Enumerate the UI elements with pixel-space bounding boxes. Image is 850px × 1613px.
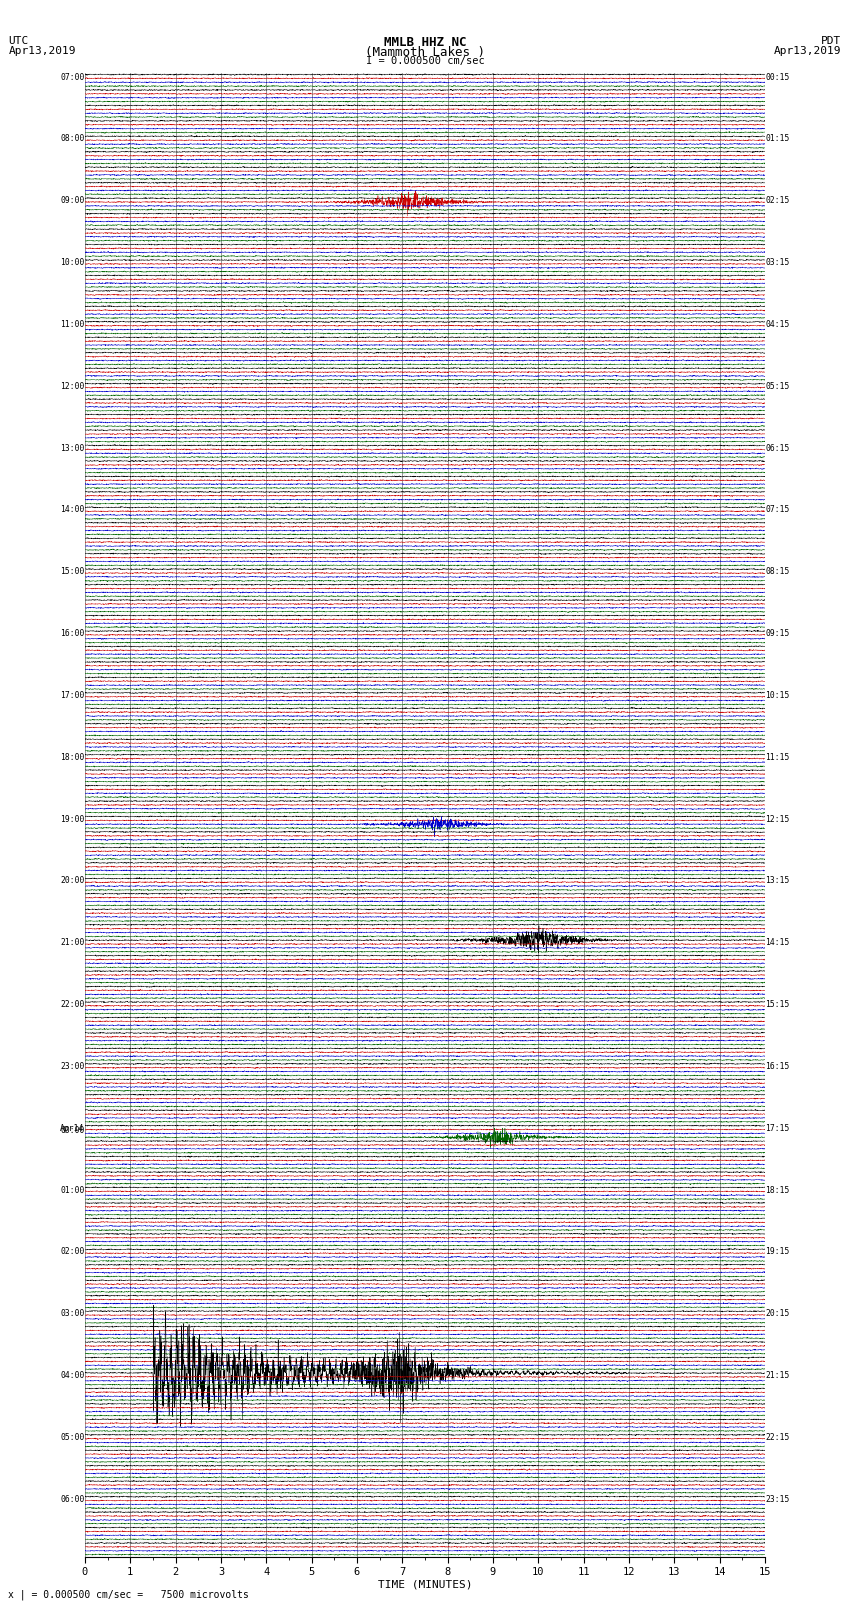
Text: 07:15: 07:15 — [766, 505, 790, 515]
Text: 17:15: 17:15 — [766, 1124, 790, 1132]
Text: 19:15: 19:15 — [766, 1247, 790, 1257]
Text: Apr14: Apr14 — [60, 1124, 84, 1132]
Text: 14:15: 14:15 — [766, 939, 790, 947]
Text: x | = 0.000500 cm/sec =   7500 microvolts: x | = 0.000500 cm/sec = 7500 microvolts — [8, 1589, 249, 1600]
Text: I = 0.000500 cm/sec: I = 0.000500 cm/sec — [366, 56, 484, 66]
Text: 13:15: 13:15 — [766, 876, 790, 886]
Text: 22:15: 22:15 — [766, 1432, 790, 1442]
Text: 23:15: 23:15 — [766, 1495, 790, 1503]
Text: 09:15: 09:15 — [766, 629, 790, 639]
Text: 06:00: 06:00 — [60, 1495, 84, 1503]
Text: 09:00: 09:00 — [60, 197, 84, 205]
Text: PDT: PDT — [821, 37, 842, 47]
X-axis label: TIME (MINUTES): TIME (MINUTES) — [377, 1579, 473, 1590]
Text: 20:00: 20:00 — [60, 876, 84, 886]
Text: 17:00: 17:00 — [60, 690, 84, 700]
Text: 03:15: 03:15 — [766, 258, 790, 268]
Text: 00:15: 00:15 — [766, 73, 790, 82]
Text: 01:00: 01:00 — [60, 1186, 84, 1195]
Text: 00:00: 00:00 — [60, 1126, 84, 1136]
Text: 01:15: 01:15 — [766, 134, 790, 144]
Text: 15:00: 15:00 — [60, 568, 84, 576]
Text: (Mammoth Lakes ): (Mammoth Lakes ) — [365, 45, 485, 60]
Text: 06:15: 06:15 — [766, 444, 790, 453]
Text: 12:00: 12:00 — [60, 382, 84, 390]
Text: 04:15: 04:15 — [766, 319, 790, 329]
Text: 05:15: 05:15 — [766, 382, 790, 390]
Text: UTC: UTC — [8, 37, 29, 47]
Text: 04:00: 04:00 — [60, 1371, 84, 1381]
Text: 10:15: 10:15 — [766, 690, 790, 700]
Text: 18:15: 18:15 — [766, 1186, 790, 1195]
Text: 20:15: 20:15 — [766, 1310, 790, 1318]
Text: 16:00: 16:00 — [60, 629, 84, 639]
Text: MMLB HHZ NC: MMLB HHZ NC — [383, 37, 467, 50]
Text: 23:00: 23:00 — [60, 1061, 84, 1071]
Text: 21:15: 21:15 — [766, 1371, 790, 1381]
Text: 11:15: 11:15 — [766, 753, 790, 761]
Text: 13:00: 13:00 — [60, 444, 84, 453]
Text: 08:00: 08:00 — [60, 134, 84, 144]
Text: 18:00: 18:00 — [60, 753, 84, 761]
Text: 15:15: 15:15 — [766, 1000, 790, 1010]
Text: Apr13,2019: Apr13,2019 — [774, 45, 842, 56]
Text: 02:00: 02:00 — [60, 1247, 84, 1257]
Text: 10:00: 10:00 — [60, 258, 84, 268]
Text: 21:00: 21:00 — [60, 939, 84, 947]
Text: 22:00: 22:00 — [60, 1000, 84, 1010]
Text: 11:00: 11:00 — [60, 319, 84, 329]
Text: 02:15: 02:15 — [766, 197, 790, 205]
Text: 05:00: 05:00 — [60, 1432, 84, 1442]
Text: 14:00: 14:00 — [60, 505, 84, 515]
Text: 19:00: 19:00 — [60, 815, 84, 824]
Text: Apr13,2019: Apr13,2019 — [8, 45, 76, 56]
Text: 16:15: 16:15 — [766, 1061, 790, 1071]
Text: 07:00: 07:00 — [60, 73, 84, 82]
Text: 08:15: 08:15 — [766, 568, 790, 576]
Text: 12:15: 12:15 — [766, 815, 790, 824]
Text: 03:00: 03:00 — [60, 1310, 84, 1318]
